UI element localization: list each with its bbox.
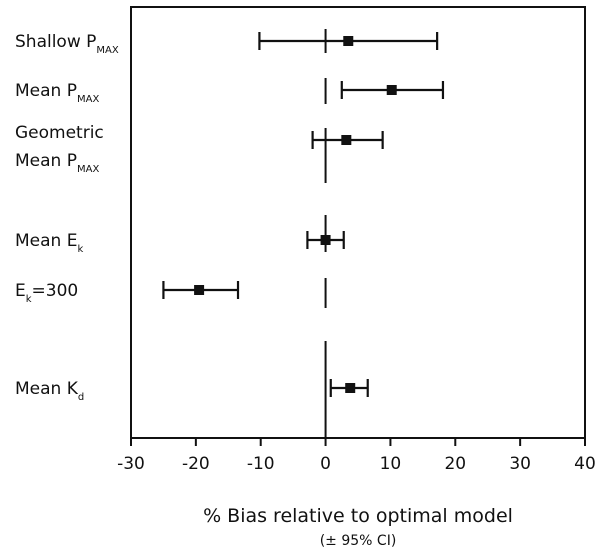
- row-label-line1: Geometric: [15, 123, 104, 143]
- point-estimate: [194, 285, 205, 295]
- plot-frame: [130, 6, 586, 439]
- forest-row: Mean Ek: [15, 231, 345, 255]
- x-axis-title: % Bias relative to optimal model: [203, 505, 513, 527]
- row-label: Mean Ek: [15, 231, 83, 255]
- point-estimate: [345, 383, 356, 393]
- row-label: Mean Kd: [15, 379, 84, 403]
- x-axis-subtitle: (± 95% CI): [320, 533, 397, 549]
- rows-layer: Shallow PMAX Mean PMAX Geometric Mean PMAX M…: [15, 32, 445, 403]
- row-label: Ek=300: [15, 281, 78, 305]
- x-tick-label: -10: [247, 454, 275, 474]
- x-tick-label: -30: [117, 454, 145, 474]
- point-estimate: [386, 85, 397, 95]
- x-tick-label: 0: [320, 454, 331, 474]
- x-tick-label: 30: [509, 454, 531, 474]
- point-estimate: [320, 235, 331, 245]
- x-tick-label: -20: [182, 454, 210, 474]
- x-tick-label: 40: [574, 454, 596, 474]
- forest-row: Ek=300: [15, 281, 240, 305]
- forest-row: Mean Kd: [15, 379, 369, 403]
- x-tick-label: 10: [380, 454, 402, 474]
- row-label: Shallow PMAX: [15, 32, 119, 56]
- forest-row: Shallow PMAX: [15, 32, 439, 56]
- forest-row: Geometric Mean PMAX: [15, 123, 384, 175]
- point-estimate: [343, 36, 354, 46]
- point-estimate: [341, 135, 352, 145]
- row-label: Mean PMAX: [15, 81, 99, 105]
- x-axis: -30 -20 -10 0 10 20 30 40: [117, 438, 596, 474]
- x-tick-label: 20: [444, 454, 466, 474]
- row-label: Mean PMAX: [15, 151, 99, 175]
- forest-row: Mean PMAX: [15, 81, 445, 105]
